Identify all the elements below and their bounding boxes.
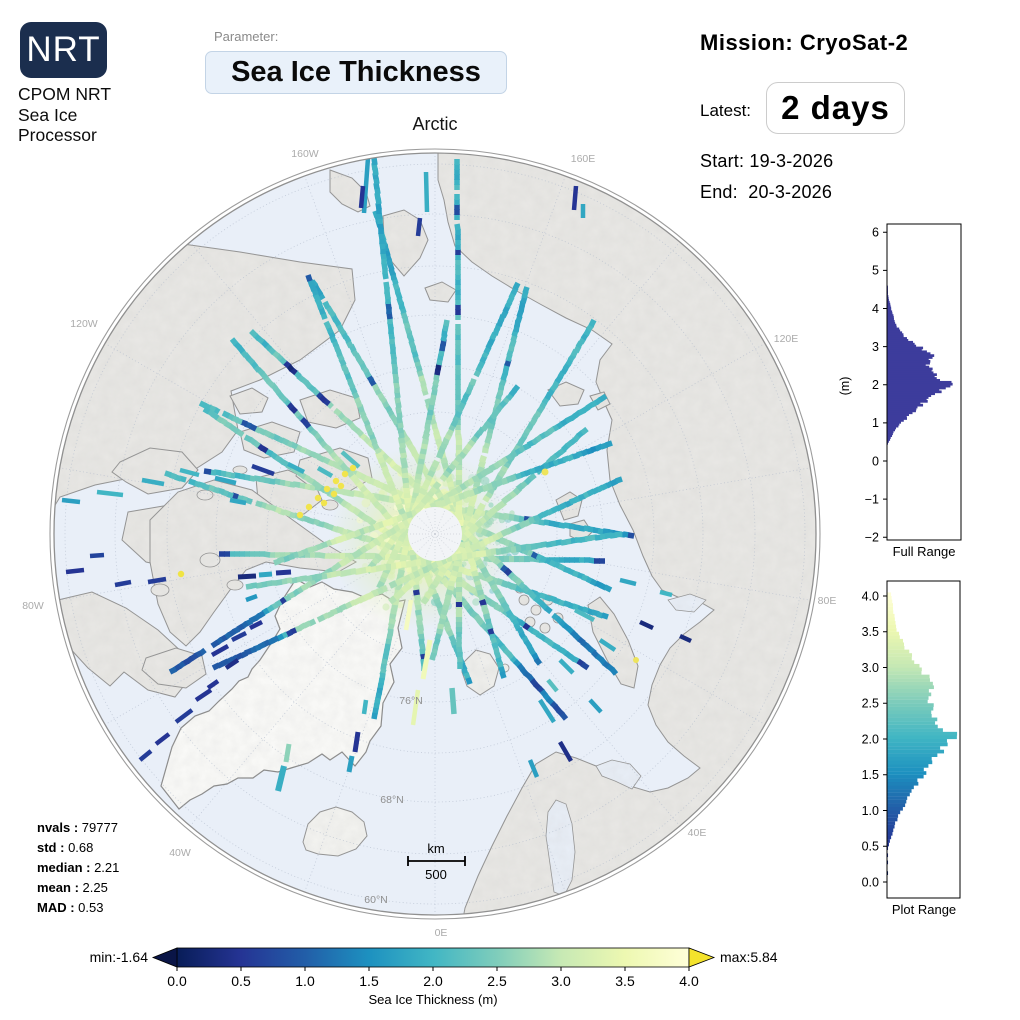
svg-text:60°N: 60°N bbox=[364, 894, 387, 906]
svg-text:2.5: 2.5 bbox=[862, 697, 879, 711]
svg-text:Full Range: Full Range bbox=[893, 544, 956, 559]
svg-text:3.0: 3.0 bbox=[862, 661, 879, 675]
svg-text:1.0: 1.0 bbox=[295, 973, 315, 989]
svg-text:1: 1 bbox=[872, 416, 879, 430]
svg-text:2.0: 2.0 bbox=[423, 973, 443, 989]
svg-text:80E: 80E bbox=[818, 595, 837, 607]
svg-text:120E: 120E bbox=[774, 333, 799, 345]
svg-text:68°N: 68°N bbox=[380, 794, 403, 806]
svg-text:3.5: 3.5 bbox=[862, 625, 879, 639]
svg-text:(m): (m) bbox=[838, 377, 852, 396]
svg-text:160E: 160E bbox=[571, 153, 596, 165]
svg-text:0.5: 0.5 bbox=[231, 973, 251, 989]
svg-text:4.0: 4.0 bbox=[862, 589, 879, 603]
svg-text:Plot Range: Plot Range bbox=[892, 902, 956, 917]
svg-text:1.5: 1.5 bbox=[359, 973, 379, 989]
svg-text:4: 4 bbox=[872, 302, 879, 316]
svg-text:−2: −2 bbox=[865, 531, 879, 545]
svg-text:6: 6 bbox=[872, 226, 879, 240]
svg-text:max:5.84: max:5.84 bbox=[720, 949, 778, 965]
svg-text:2: 2 bbox=[872, 378, 879, 392]
svg-text:500: 500 bbox=[425, 867, 447, 882]
svg-text:3.5: 3.5 bbox=[615, 973, 635, 989]
svg-text:80W: 80W bbox=[22, 600, 44, 612]
svg-text:1.0: 1.0 bbox=[862, 804, 879, 818]
svg-text:0: 0 bbox=[872, 454, 879, 468]
svg-text:2.0: 2.0 bbox=[862, 732, 879, 746]
svg-text:120W: 120W bbox=[70, 318, 98, 330]
svg-text:0.0: 0.0 bbox=[167, 973, 187, 989]
svg-text:0.5: 0.5 bbox=[862, 840, 879, 854]
svg-text:3.0: 3.0 bbox=[551, 973, 571, 989]
svg-text:0E: 0E bbox=[435, 927, 448, 939]
svg-text:1.5: 1.5 bbox=[862, 768, 879, 782]
svg-text:3: 3 bbox=[872, 340, 879, 354]
svg-text:min:-1.64: min:-1.64 bbox=[90, 949, 149, 965]
svg-text:160W: 160W bbox=[291, 148, 319, 160]
svg-text:76°N: 76°N bbox=[399, 695, 422, 707]
svg-text:5: 5 bbox=[872, 264, 879, 278]
svg-text:0.0: 0.0 bbox=[862, 875, 879, 889]
svg-text:4.0: 4.0 bbox=[679, 973, 699, 989]
svg-text:2.5: 2.5 bbox=[487, 973, 507, 989]
svg-text:40E: 40E bbox=[688, 827, 707, 839]
svg-text:Sea Ice Thickness (m): Sea Ice Thickness (m) bbox=[368, 992, 497, 1007]
svg-text:km: km bbox=[427, 841, 444, 856]
svg-text:40W: 40W bbox=[169, 847, 191, 859]
svg-text:−1: −1 bbox=[865, 492, 879, 506]
